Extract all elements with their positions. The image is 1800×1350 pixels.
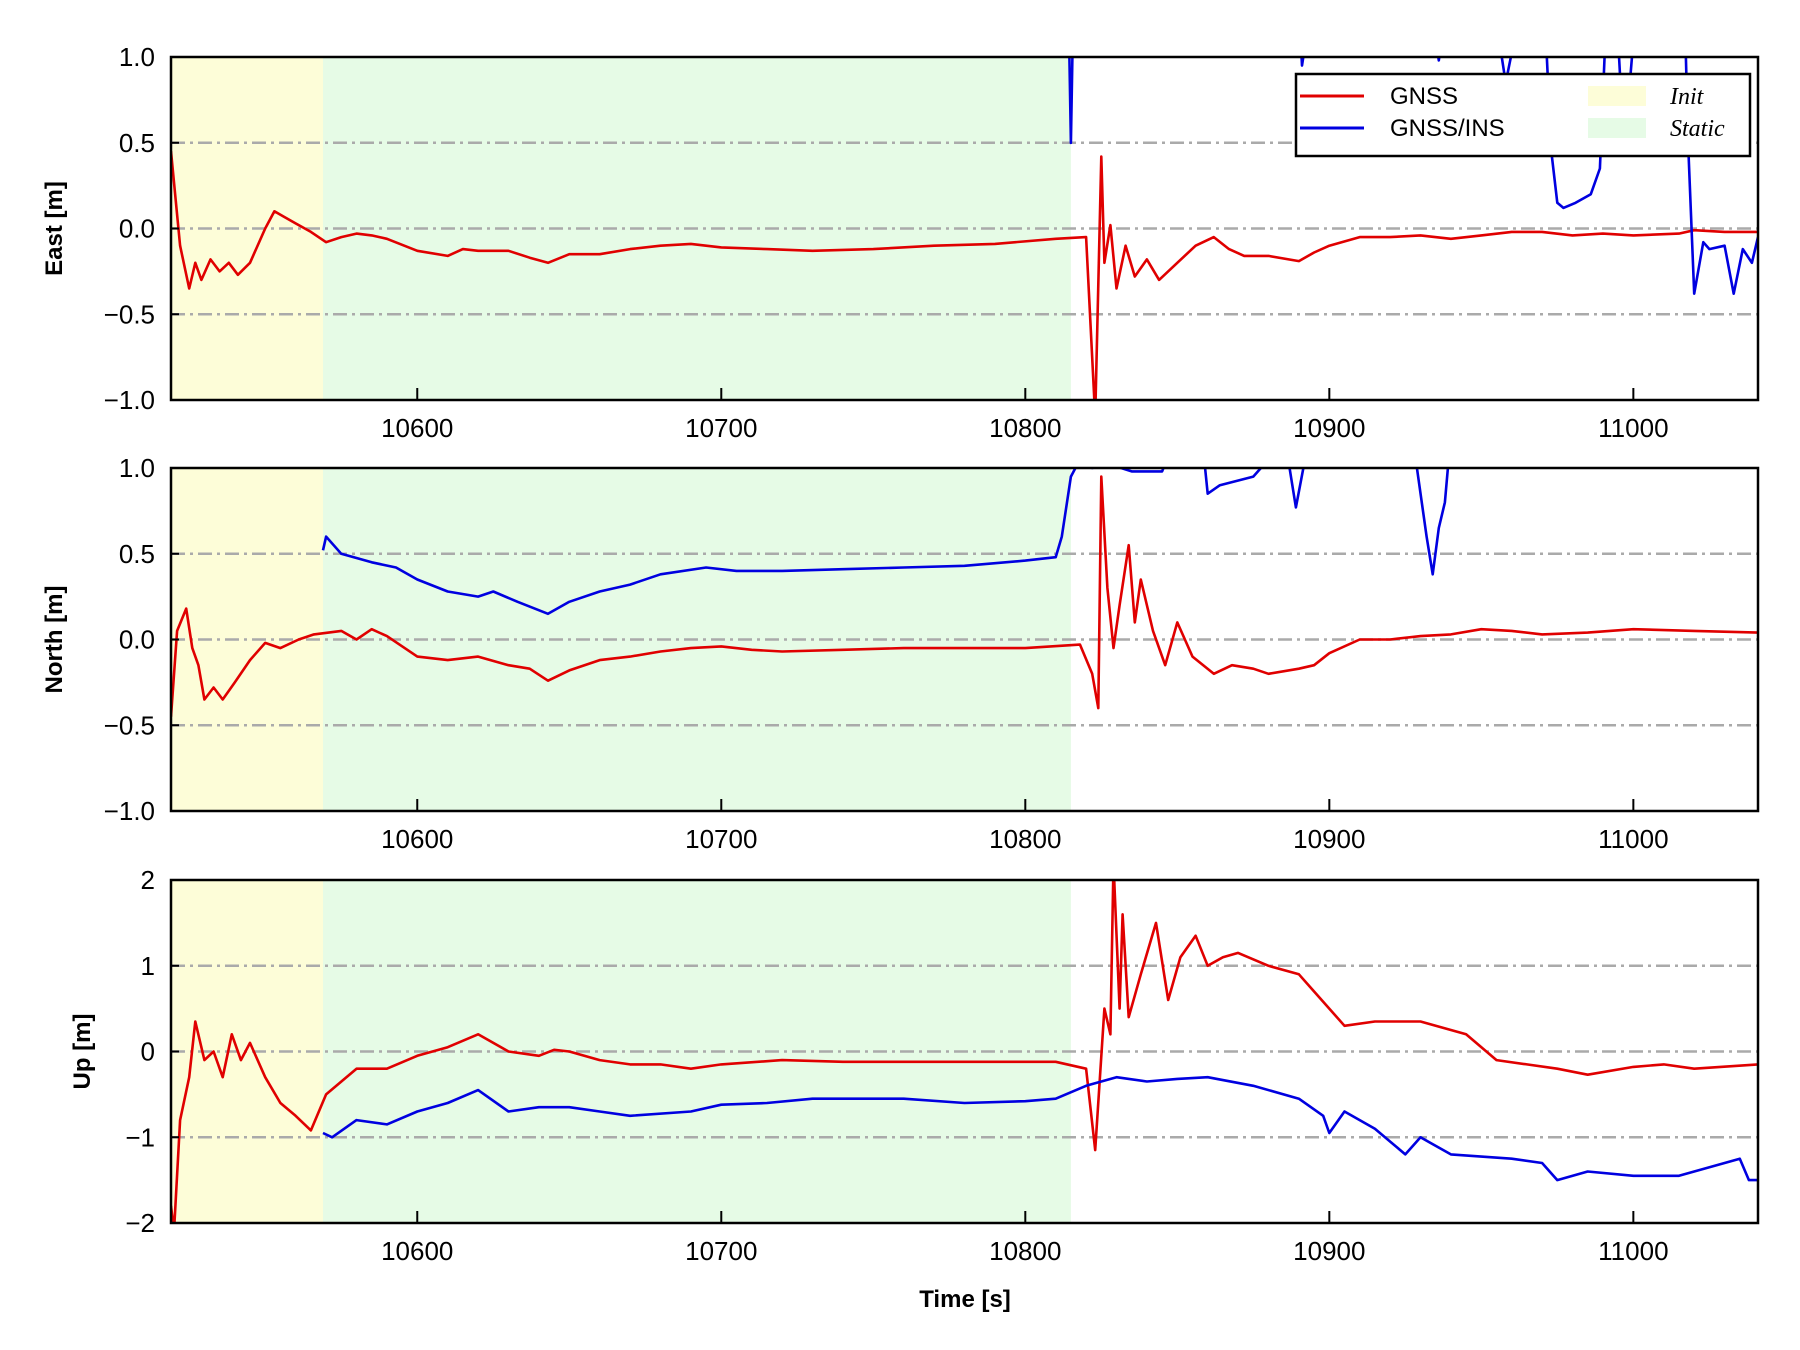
series-line-gnss [171,151,1758,400]
series-line-gnss-ins [322,1075,1758,1182]
x-tick-label: 11000 [1598,413,1668,443]
y-tick-label: 0.0 [119,625,155,655]
region-init [171,880,324,1223]
x-tick-label: 10600 [381,1236,453,1266]
y-tick-label: 1 [141,951,155,981]
y-tick-label: −1.0 [104,385,155,415]
y-axis-label: Up [m] [69,1014,96,1090]
x-tick-label: 10900 [1293,413,1365,443]
x-tick-label: 10800 [989,1236,1061,1266]
y-tick-label: −0.5 [104,710,155,740]
x-tick-label: 10800 [989,413,1061,443]
x-tick-label: 10600 [381,824,453,854]
series-line-gnss [171,880,1758,1223]
x-tick-label: 10700 [685,824,757,854]
y-axis-label: East [m] [41,181,68,276]
series-line-gnss [171,475,1758,717]
legend-label: Static [1670,116,1725,142]
panel-north: 1.0 0.5 0.0 −0.5 −1.0 10600 10700 10800 10900 110… [41,453,1760,854]
x-tick-label: 10600 [381,413,453,443]
legend-box [1294,72,1752,158]
x-tick-label: 10700 [685,413,757,443]
y-tick-label: −1.0 [104,796,155,826]
x-tick-label: 11000 [1598,1236,1668,1266]
y-tick-label: −0.5 [104,299,155,329]
x-tick-label: 10700 [685,1236,757,1266]
legend: GNSS GNSS/INS Init Static [1294,72,1752,158]
y-tick-label: 0.5 [119,539,155,569]
y-tick-label: −2 [125,1208,155,1238]
x-tick-label: 10900 [1293,1236,1365,1266]
y-tick-label: 2 [141,865,155,895]
legend-swatch-static [1588,118,1646,138]
x-tick-label: 10900 [1293,824,1365,854]
region-init [171,57,324,400]
legend-swatch-init [1588,86,1646,106]
series-line-gnss-ins [321,468,1450,616]
y-axis-label: North [m] [41,586,68,694]
y-tick-label: 0.5 [119,128,155,158]
legend-label: Init [1669,84,1705,110]
x-axis-label: Time [s] [919,1286,1011,1313]
legend-label: GNSS [1390,83,1458,110]
y-tick-label: 0.0 [119,214,155,244]
x-tick-label: 11000 [1598,824,1668,854]
y-tick-label: 1.0 [119,42,155,72]
panel-east: 1.0 0.5 0.0 −0.5 −1.0 10600 10700 10800 10900 110… [41,42,1760,443]
y-tick-label: 0 [141,1037,155,1067]
legend-label: GNSS/INS [1390,115,1505,142]
y-tick-label: 1.0 [119,453,155,483]
panel-up: 2 1 0 −1 −2 10600 10700 10800 10900 11000 Up [m] [69,865,1760,1266]
x-tick-label: 10800 [989,824,1061,854]
y-tick-label: −1 [125,1122,155,1152]
